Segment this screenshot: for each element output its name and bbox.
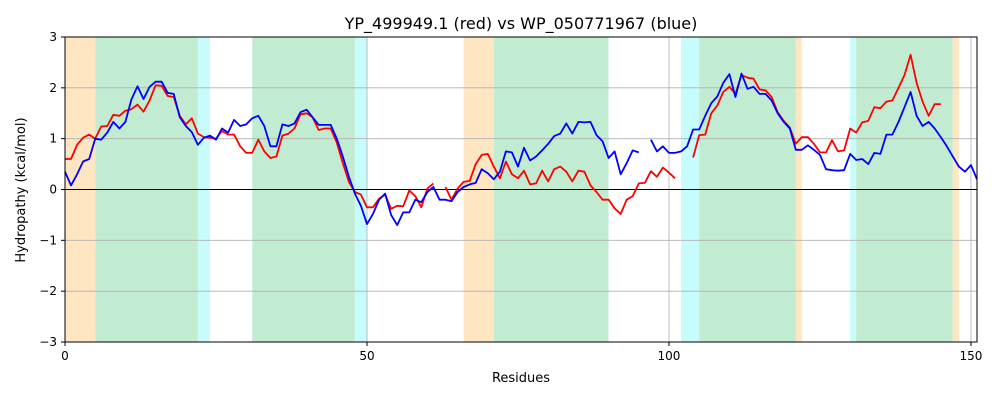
y-tick-label-3: 3 — [49, 30, 57, 44]
blue-series-line-2 — [650, 72, 978, 180]
x-tick-label-150: 150 — [960, 349, 983, 363]
red-series-line-2 — [444, 152, 676, 215]
y-tick-label-0: 0 — [49, 183, 57, 197]
red-series-line-1 — [65, 84, 434, 210]
x-axis-label: Residues — [492, 371, 550, 386]
y-tick-label-1: 1 — [49, 132, 57, 146]
axis-ticks: 0 50 100 150 −3 −2 −1 0 1 2 3 — [39, 30, 982, 363]
y-tick-label-2: 2 — [49, 81, 57, 95]
y-tick-label--1: −1 — [39, 233, 57, 247]
x-tick-label-0: 0 — [61, 349, 69, 363]
blue-series-line-1 — [64, 80, 640, 227]
x-tick-label-50: 50 — [359, 349, 374, 363]
chart-title: YP_499949.1 (red) vs WP_050771967 (blue) — [344, 14, 698, 34]
series-lines — [64, 53, 978, 227]
y-axis-label: Hydropathy (kcal/mol) — [14, 117, 29, 262]
y-tick-label--3: −3 — [39, 335, 57, 349]
y-tick-label--2: −2 — [39, 284, 57, 298]
x-tick-label-100: 100 — [658, 349, 681, 363]
